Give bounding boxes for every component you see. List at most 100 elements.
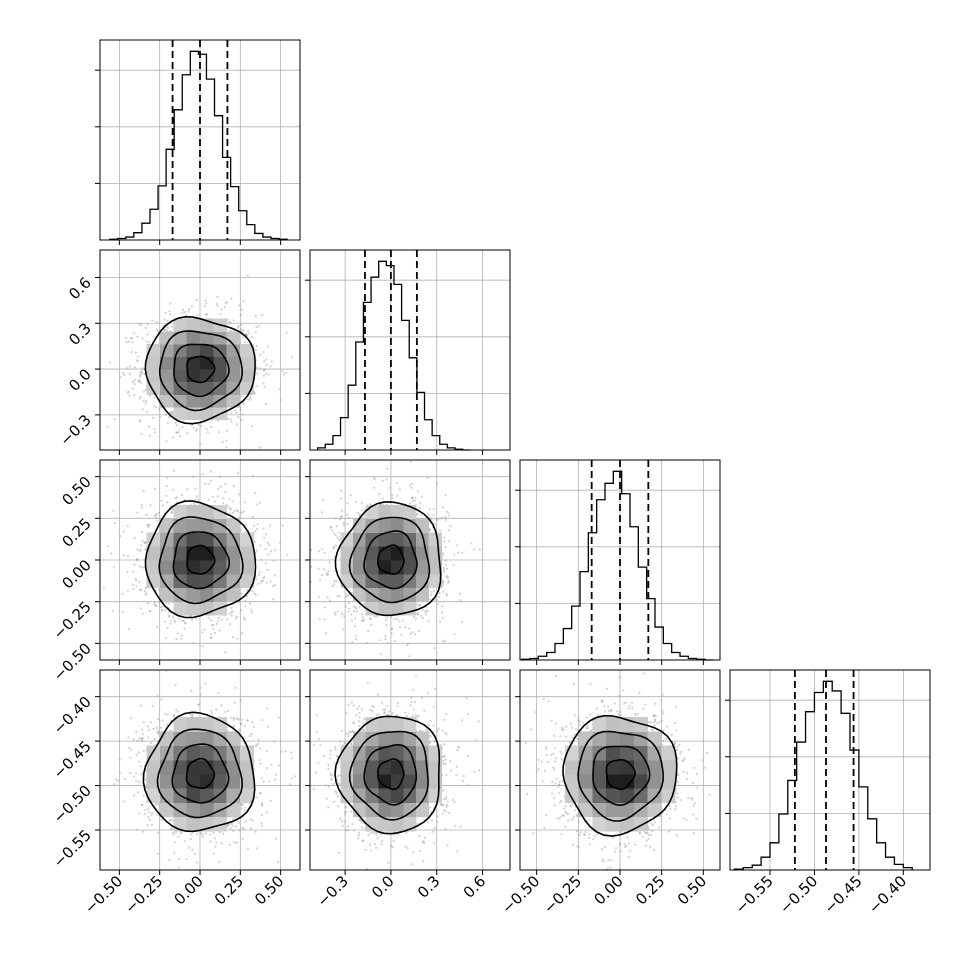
density-cell bbox=[403, 560, 417, 575]
density-cell bbox=[416, 560, 430, 575]
scatter-point bbox=[133, 383, 136, 386]
scatter-point bbox=[330, 777, 333, 780]
scatter-point bbox=[441, 584, 444, 587]
scatter-point bbox=[129, 337, 133, 340]
scatter-point bbox=[326, 573, 330, 576]
scatter-point bbox=[386, 713, 389, 716]
scatter-point bbox=[222, 496, 225, 500]
scatter-point bbox=[396, 705, 399, 708]
contour-level-1 bbox=[172, 531, 231, 590]
scatter-point bbox=[139, 375, 142, 378]
contour-level-2 bbox=[156, 728, 244, 819]
scatter-point bbox=[340, 729, 343, 733]
scatter-point bbox=[249, 827, 253, 830]
scatter-point bbox=[358, 716, 361, 719]
scatter-point bbox=[333, 583, 336, 586]
scatter-point bbox=[421, 608, 424, 611]
scatter-point bbox=[246, 661, 248, 663]
density-cell bbox=[390, 745, 405, 761]
density-cell bbox=[239, 788, 254, 803]
scatter-point bbox=[249, 818, 252, 821]
scatter-point bbox=[416, 603, 419, 606]
scatter-point bbox=[411, 496, 414, 499]
scatter-point bbox=[163, 318, 166, 321]
density-cell bbox=[200, 788, 214, 803]
scatter-point bbox=[251, 474, 254, 477]
scatter-point bbox=[576, 815, 579, 818]
scatter-point bbox=[615, 710, 619, 713]
scatter-point bbox=[166, 713, 169, 716]
scatter-point bbox=[384, 638, 387, 641]
scatter-point bbox=[271, 585, 275, 588]
scatter-point bbox=[210, 712, 213, 715]
scatter-point bbox=[121, 371, 125, 374]
scatter-point bbox=[203, 482, 206, 485]
scatter-point bbox=[129, 717, 132, 720]
scatter-point bbox=[172, 833, 175, 836]
scatter-point bbox=[258, 759, 261, 762]
scatter-point bbox=[267, 543, 271, 546]
scatter-point bbox=[649, 845, 652, 848]
scatter-point bbox=[337, 782, 340, 785]
density-cell bbox=[378, 504, 392, 520]
scatter-point bbox=[544, 748, 548, 751]
scatter-point bbox=[414, 617, 417, 620]
scatter-point bbox=[395, 714, 399, 717]
scatter-point bbox=[442, 536, 445, 539]
scatter-point bbox=[440, 802, 443, 806]
scatter-point bbox=[409, 460, 412, 463]
scatter-point bbox=[413, 499, 416, 502]
scatter-point bbox=[106, 425, 109, 428]
density-cell bbox=[213, 518, 228, 533]
scatter-point bbox=[172, 715, 175, 718]
scatter-point bbox=[416, 513, 419, 516]
scatter-point bbox=[422, 841, 425, 844]
scatter-point bbox=[231, 500, 234, 503]
scatter-point bbox=[263, 385, 266, 388]
scatter-point bbox=[236, 509, 239, 512]
scatter-point bbox=[238, 516, 241, 519]
scatter-point bbox=[375, 831, 378, 835]
density-cell bbox=[226, 731, 241, 747]
scatter-point bbox=[186, 488, 189, 491]
scatter-point bbox=[441, 616, 444, 619]
scatter-point bbox=[668, 817, 671, 820]
scatter-point bbox=[330, 525, 333, 529]
scatter-point bbox=[113, 521, 116, 525]
scatter-point bbox=[190, 833, 193, 836]
scatter-point bbox=[135, 828, 138, 831]
scatter-point bbox=[164, 328, 167, 331]
scatter-point bbox=[144, 778, 147, 781]
scatter-point bbox=[552, 734, 555, 737]
scatter-point bbox=[198, 703, 201, 706]
scatter-point bbox=[451, 798, 455, 802]
density-cell bbox=[390, 802, 405, 818]
scatter-point bbox=[326, 573, 329, 576]
scatter-point bbox=[243, 809, 246, 812]
contour-level-3 bbox=[144, 500, 257, 619]
scatter-point bbox=[141, 367, 144, 370]
scatter-point bbox=[175, 431, 178, 434]
scatter-point bbox=[157, 718, 160, 721]
scatter-point bbox=[433, 740, 436, 743]
scatter-point bbox=[196, 832, 199, 835]
density-cell bbox=[186, 802, 201, 818]
density-cell bbox=[226, 331, 241, 345]
scatter-point bbox=[140, 381, 143, 384]
scatter-point bbox=[437, 595, 440, 599]
scatter-point bbox=[351, 823, 354, 826]
scatter-point bbox=[349, 494, 352, 497]
density-cell bbox=[365, 601, 379, 616]
scatter-point bbox=[260, 803, 264, 806]
density-cell bbox=[365, 532, 379, 547]
scatter-point bbox=[246, 595, 249, 598]
density-cell bbox=[365, 717, 379, 732]
scatter-point bbox=[346, 502, 349, 505]
scatter-point bbox=[175, 496, 179, 499]
density-cell bbox=[186, 532, 201, 547]
scatter-point bbox=[266, 725, 269, 728]
scatter-point bbox=[246, 719, 249, 722]
density-cell bbox=[200, 518, 214, 533]
scatter-point bbox=[265, 767, 269, 770]
scatter-point bbox=[312, 743, 315, 747]
